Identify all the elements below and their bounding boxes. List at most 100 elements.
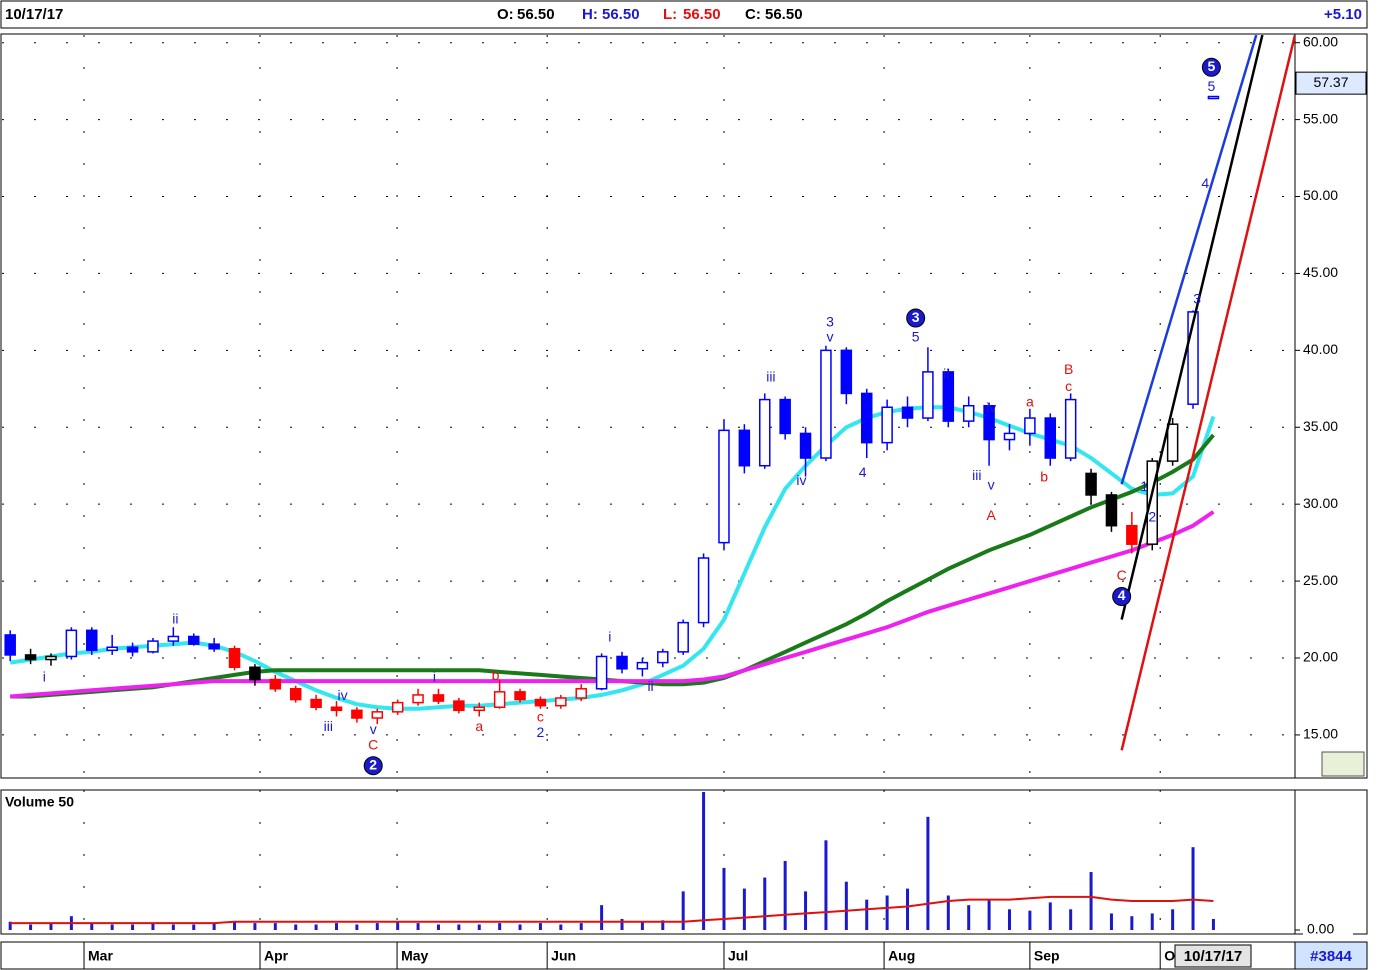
candle-body bbox=[636, 661, 649, 670]
candle-body bbox=[1105, 494, 1118, 527]
candle-body bbox=[534, 698, 547, 707]
volume-bar bbox=[518, 924, 522, 930]
trend-line bbox=[1120, 35, 1264, 620]
volume-bar bbox=[865, 899, 869, 930]
wave-label: v bbox=[827, 329, 834, 345]
wave-label: iv bbox=[338, 687, 348, 703]
x-tick-label: Mar bbox=[88, 948, 113, 964]
candle-body bbox=[310, 698, 322, 708]
candle-body bbox=[1187, 311, 1199, 405]
open-value: 56.50 bbox=[517, 6, 555, 23]
low-label: L: bbox=[663, 6, 677, 23]
x-tick-label: O bbox=[1164, 948, 1175, 964]
y-tick-label: 40.00 bbox=[1303, 341, 1338, 357]
low-value: 56.50 bbox=[683, 6, 721, 23]
candle-body bbox=[575, 688, 587, 699]
volume-bar bbox=[151, 923, 155, 930]
wave-label: b bbox=[492, 667, 500, 683]
wave-label: a bbox=[475, 718, 483, 734]
candle-body bbox=[1126, 524, 1138, 545]
volume-bar bbox=[804, 891, 808, 930]
volume-bar bbox=[620, 918, 624, 930]
candle-body bbox=[718, 429, 730, 544]
volume-bar bbox=[681, 891, 685, 930]
volume-bar bbox=[416, 923, 420, 930]
candle-body bbox=[1024, 417, 1036, 435]
high-label: H: bbox=[582, 6, 598, 23]
y-tick-label: 55.00 bbox=[1303, 110, 1338, 126]
wave-label: c bbox=[537, 709, 544, 725]
volume-bar bbox=[559, 924, 563, 930]
candle-body bbox=[799, 432, 812, 459]
volume-title: Volume 50 bbox=[5, 794, 74, 810]
candle-body bbox=[473, 706, 486, 712]
candle-body bbox=[432, 694, 445, 702]
volume-bar bbox=[722, 867, 726, 930]
volume-bar bbox=[702, 792, 706, 930]
y-tick-label: 25.00 bbox=[1303, 572, 1338, 588]
x-tick-label: Apr bbox=[264, 948, 289, 964]
y-tick-label: 35.00 bbox=[1303, 418, 1338, 434]
wave-label: c bbox=[1065, 378, 1072, 394]
volume-bar bbox=[314, 924, 318, 930]
cursor-date-box bbox=[1174, 944, 1252, 968]
candle-body bbox=[759, 398, 771, 467]
volume-bar bbox=[131, 924, 135, 930]
volume-bar bbox=[824, 840, 828, 930]
volume-axis-panel bbox=[1294, 789, 1368, 935]
candle-body bbox=[371, 711, 384, 719]
volume-bar bbox=[253, 923, 257, 930]
chart-id: #3844 bbox=[1310, 948, 1352, 965]
candle-body bbox=[208, 643, 220, 650]
volume-bar bbox=[967, 905, 971, 930]
wave-marker bbox=[1112, 586, 1132, 606]
candle-body bbox=[595, 655, 608, 690]
candle-body bbox=[493, 691, 506, 708]
volume-bar bbox=[375, 923, 379, 930]
wave-label: v bbox=[370, 721, 377, 737]
wave-label: iv bbox=[796, 472, 806, 488]
candle-body bbox=[677, 621, 689, 653]
tool-icon[interactable] bbox=[1321, 751, 1365, 777]
candle-body bbox=[65, 629, 78, 658]
candle-body bbox=[1166, 423, 1179, 462]
candle-body bbox=[779, 398, 791, 435]
wave-label: 4 bbox=[859, 464, 867, 480]
trend-line bbox=[1120, 35, 1295, 751]
id-box bbox=[1294, 941, 1368, 970]
wave-label: a bbox=[1026, 393, 1034, 409]
wave-label: i bbox=[608, 629, 611, 645]
volume-bar bbox=[783, 861, 787, 930]
high-value: 56.50 bbox=[602, 6, 640, 23]
y-tick-label: 50.00 bbox=[1303, 187, 1338, 203]
x-tick-label: Jun bbox=[551, 948, 576, 964]
candle-body bbox=[514, 691, 526, 701]
wave-label: iv bbox=[986, 400, 996, 416]
volume-bar bbox=[1191, 847, 1195, 930]
volume-bar bbox=[436, 924, 440, 930]
candle-body bbox=[187, 635, 200, 645]
candle-body bbox=[86, 629, 98, 652]
volume-average bbox=[10, 895, 1214, 925]
wave-label: b bbox=[1040, 469, 1048, 485]
wave-marker bbox=[1201, 57, 1221, 77]
volume-bar bbox=[1028, 910, 1032, 930]
volume-bar bbox=[171, 924, 175, 930]
wave-marker bbox=[363, 756, 383, 776]
volume-bar bbox=[49, 923, 53, 930]
candle-body bbox=[1085, 472, 1097, 496]
wave-label: iii bbox=[324, 718, 333, 734]
volume-bar bbox=[396, 921, 400, 930]
volume-bar bbox=[233, 921, 237, 930]
wave-label: 2 bbox=[1148, 509, 1156, 525]
candle-body bbox=[106, 646, 118, 652]
close-value: 56.50 bbox=[765, 6, 803, 23]
date-axis-bar bbox=[0, 941, 1296, 970]
volume-bar bbox=[355, 924, 359, 930]
candle-body bbox=[1146, 460, 1158, 545]
price-axis-panel bbox=[1294, 33, 1368, 779]
candle-body bbox=[962, 404, 975, 422]
volume-bar bbox=[926, 816, 930, 930]
